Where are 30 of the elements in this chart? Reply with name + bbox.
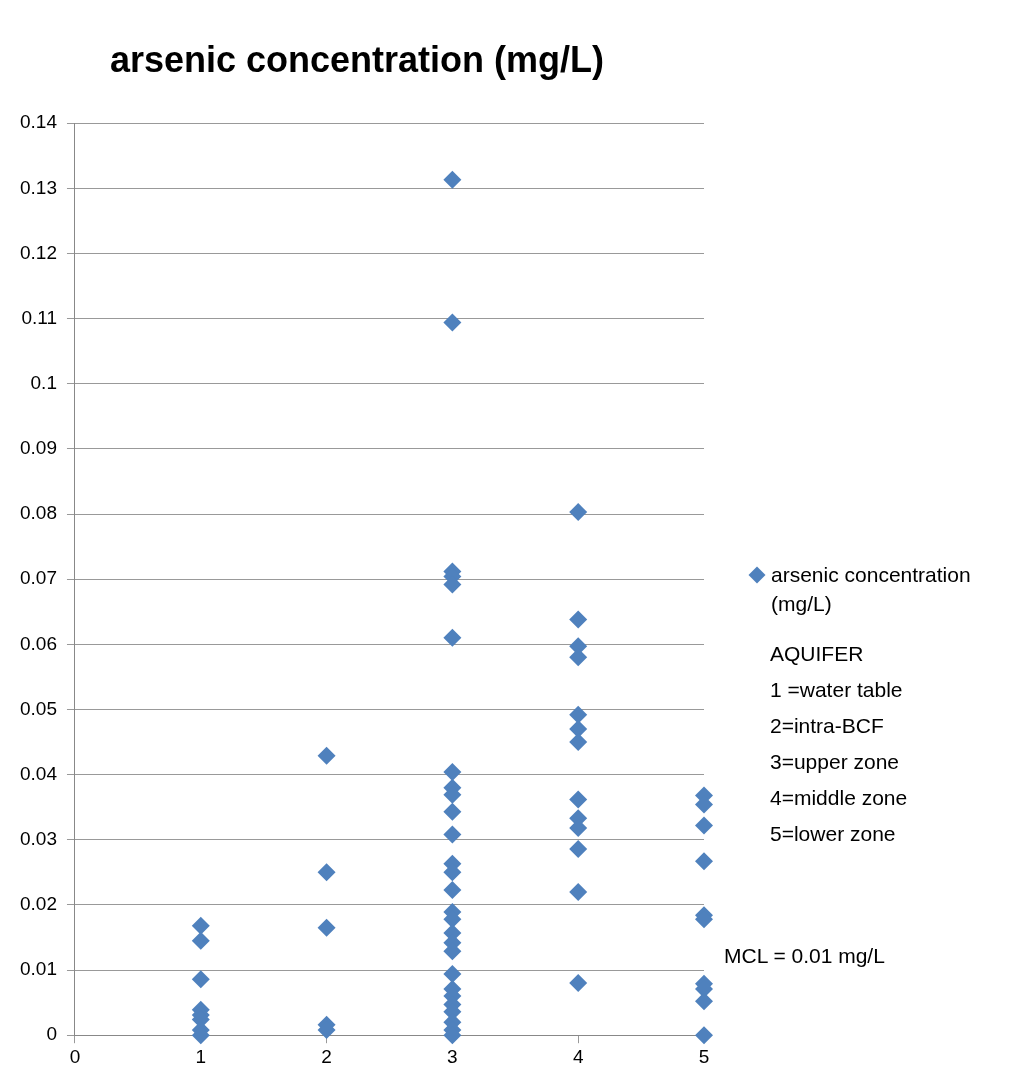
text: 2=intra-BCF — [769, 713, 885, 739]
y-tick-label: 0.08 — [20, 502, 57, 524]
y-tick-label: 0 — [46, 1023, 57, 1045]
legend-label: arsenic concentration (mg/L) — [771, 562, 972, 617]
x-tick-label: 4 — [572, 1045, 584, 1067]
y-tick-label: 0.11 — [21, 306, 57, 328]
x-tick-label: 5 — [698, 1045, 710, 1067]
text: 3=upper zone — [769, 749, 901, 775]
text: AQUIFER — [769, 641, 865, 667]
y-tick-label: 0.13 — [20, 176, 57, 198]
y-tick-label: 0.07 — [20, 567, 57, 589]
y-tick-label: 0.06 — [20, 632, 57, 654]
text: 1 =water table — [769, 677, 904, 703]
y-tick-label: 0.09 — [20, 437, 57, 459]
y-tick-label: 0.14 — [20, 111, 58, 133]
y-tick-label: 0.03 — [20, 828, 57, 850]
x-tick-label: 2 — [321, 1045, 332, 1067]
y-tick-label: 0.1 — [30, 372, 57, 394]
text: 5=lower zone — [769, 821, 897, 847]
x-tick-label: 0 — [69, 1045, 81, 1067]
y-tick-label: 0.12 — [20, 241, 57, 263]
y-tick-label: 0.05 — [20, 697, 57, 719]
y-tick-label: 0.04 — [20, 762, 58, 784]
x-tick-label: 1 — [195, 1045, 207, 1067]
annotation: MCL = 0.01 mg/L — [724, 944, 885, 969]
y-tick-label: 0.01 — [20, 958, 57, 980]
chart-title: arsenic concentration (mg/L) — [109, 38, 605, 80]
y-tick-label: 0.02 — [20, 893, 57, 915]
x-tick-label: 3 — [447, 1045, 458, 1067]
text: 4=middle zone — [769, 785, 909, 811]
